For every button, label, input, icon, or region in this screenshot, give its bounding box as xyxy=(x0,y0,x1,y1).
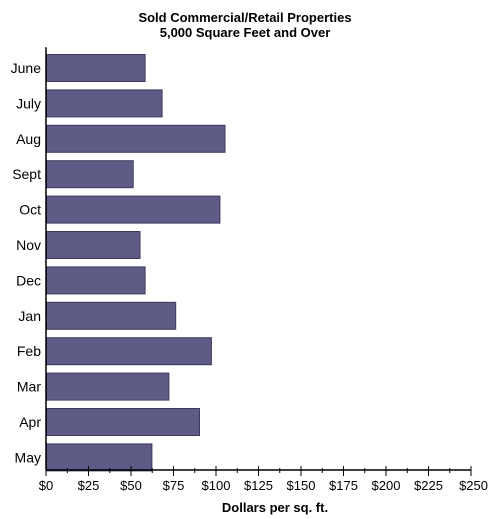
bar-may xyxy=(46,443,153,472)
x-tick-label-0: $0 xyxy=(39,478,53,493)
bar-apr xyxy=(46,408,200,436)
bar-feb xyxy=(46,337,212,366)
category-label-mar: Mar xyxy=(17,379,41,395)
category-label-oct: Oct xyxy=(19,202,41,218)
category-label-july: July xyxy=(16,95,41,111)
category-label-june: June xyxy=(11,60,42,76)
x-tick-label-150: $150 xyxy=(287,478,316,493)
category-label-apr: Apr xyxy=(19,414,41,430)
bar-sept xyxy=(46,160,134,189)
x-tick-label-50: $50 xyxy=(120,478,142,493)
x-tick-label-75: $75 xyxy=(163,478,185,493)
x-tick-label-125: $125 xyxy=(244,478,273,493)
bars-group xyxy=(46,54,226,472)
x-tick-label-175: $175 xyxy=(329,478,358,493)
x-axis-group: $0 $25 $50 $75 $100 $125 $150 $175 $200 $225 $250 xyxy=(39,47,488,493)
category-label-sept: Sept xyxy=(12,166,41,182)
category-label-aug: Aug xyxy=(16,131,41,147)
bar-mar xyxy=(46,372,170,401)
x-tick-label-250: $250 xyxy=(459,478,488,493)
x-tick-label-100: $100 xyxy=(202,478,231,493)
chart-title: Sold Commercial/Retail Properties xyxy=(138,10,351,25)
category-label-feb: Feb xyxy=(17,343,41,359)
category-label-dec: Dec xyxy=(16,272,41,288)
bar-oct xyxy=(46,195,221,224)
category-label-may: May xyxy=(15,449,41,465)
category-label-nov: Nov xyxy=(16,237,41,253)
chart-subtitle: 5,000 Square Feet and Over xyxy=(160,25,331,40)
x-axis-title: Dollars per sq. ft. xyxy=(222,500,328,515)
x-tick-label-225: $225 xyxy=(414,478,443,493)
bar-dec xyxy=(46,266,146,295)
x-tick-label-200: $200 xyxy=(372,478,401,493)
category-label-jan: Jan xyxy=(18,308,41,324)
bar-june xyxy=(46,54,146,82)
bar-july xyxy=(46,89,163,118)
bar-nov xyxy=(46,231,141,259)
x-tick-label-25: $25 xyxy=(78,478,100,493)
bar-jan xyxy=(46,301,177,330)
bar-aug xyxy=(46,124,226,153)
category-labels-group: June July Aug Sept Oct Nov Dec Jan Feb Mar Apr May xyxy=(11,60,42,465)
